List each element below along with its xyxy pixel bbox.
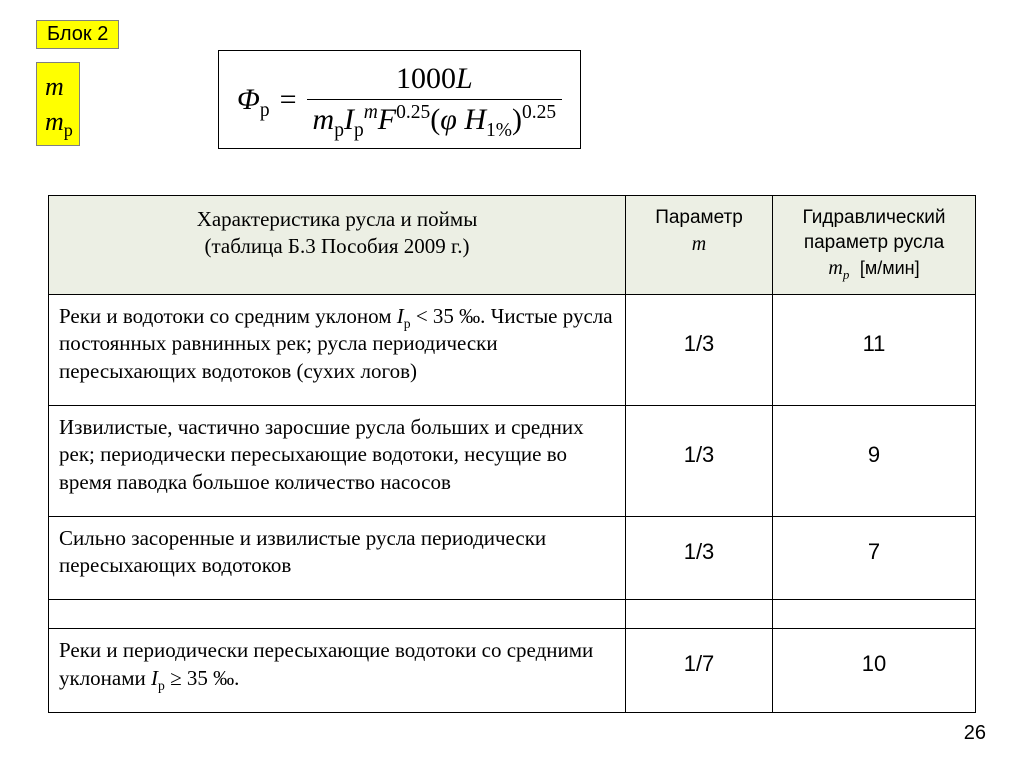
cell-mp: 10 [773, 629, 976, 713]
cell-m: 1/7 [626, 629, 773, 713]
table-row-gap [49, 600, 976, 629]
cell-desc: Сильно засоренные и извилистые русла пер… [49, 516, 626, 600]
cell-m: 1/3 [626, 295, 773, 406]
cell-m: 1/3 [626, 405, 773, 516]
parameter-table: Характеристика русла и поймы (таблица Б.… [48, 195, 976, 713]
table-row: Извилистые, частично заросшие русла боль… [49, 405, 976, 516]
cell-m: 1/3 [626, 516, 773, 600]
table-row: Реки и водотоки со средним уклоном Iр < … [49, 295, 976, 406]
cell-desc: Реки и периодически пересыхающие водоток… [49, 629, 626, 713]
col-header-m: Параметр m [626, 196, 773, 295]
cell-mp: 9 [773, 405, 976, 516]
block-label: Блок 2 [36, 20, 119, 49]
col-header-mp: Гидравлический параметр русла mр [м/мин] [773, 196, 976, 295]
param-box: m mр [36, 62, 80, 146]
param-mp: mр [37, 104, 79, 139]
param-m: m [37, 69, 79, 104]
table-row: Сильно засоренные и извилистые русла пер… [49, 516, 976, 600]
formula: Φр = 1000L mрIрmF0.25(φ H1%)0.25 [237, 61, 562, 138]
formula-box: Φр = 1000L mрIрmF0.25(φ H1%)0.25 [218, 50, 581, 149]
cell-desc: Реки и водотоки со средним уклоном Iр < … [49, 295, 626, 406]
col-header-desc: Характеристика русла и поймы (таблица Б.… [49, 196, 626, 295]
cell-empty [626, 600, 773, 629]
table-row: Реки и периодически пересыхающие водоток… [49, 629, 976, 713]
cell-mp: 11 [773, 295, 976, 406]
table-header-row: Характеристика русла и поймы (таблица Б.… [49, 196, 976, 295]
cell-empty [773, 600, 976, 629]
cell-empty [49, 600, 626, 629]
cell-mp: 7 [773, 516, 976, 600]
cell-desc: Извилистые, частично заросшие русла боль… [49, 405, 626, 516]
page-number: 26 [964, 722, 986, 745]
